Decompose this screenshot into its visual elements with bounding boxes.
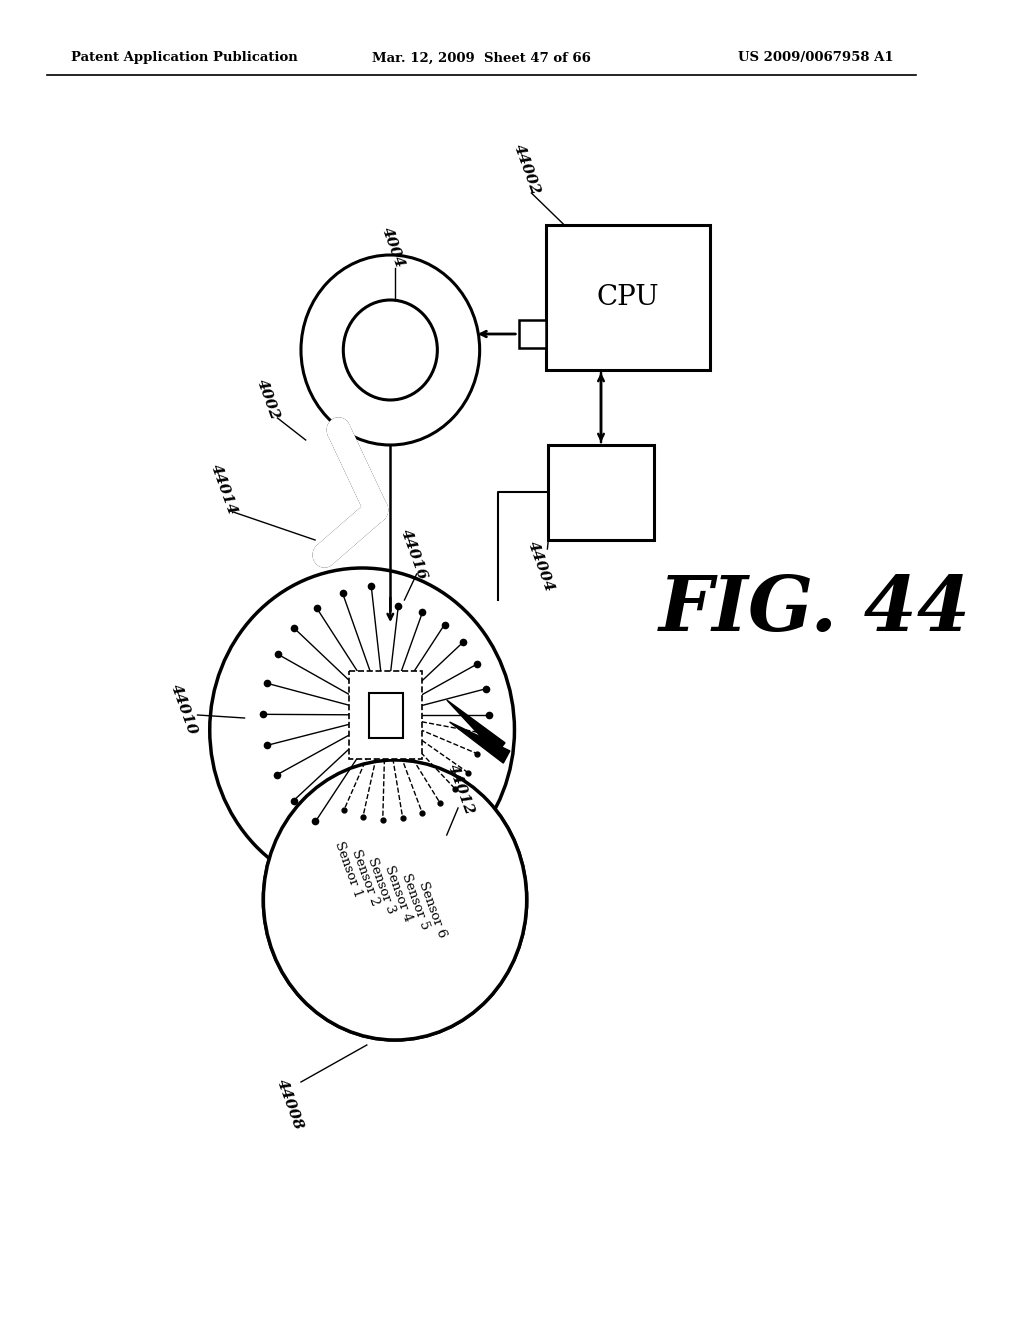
- Circle shape: [316, 546, 333, 564]
- Bar: [548, 445, 653, 540]
- Circle shape: [368, 502, 385, 519]
- Text: 44004: 44004: [525, 540, 556, 594]
- Circle shape: [365, 498, 387, 521]
- Text: Sensor 1: Sensor 1: [332, 840, 365, 900]
- Text: 4004: 4004: [379, 226, 407, 271]
- Polygon shape: [317, 500, 383, 564]
- Text: 4002: 4002: [254, 378, 282, 422]
- Circle shape: [313, 543, 336, 568]
- Circle shape: [263, 760, 526, 1040]
- Text: CPU: CPU: [597, 284, 659, 312]
- Circle shape: [263, 760, 526, 1040]
- Circle shape: [330, 421, 347, 440]
- Circle shape: [313, 543, 336, 568]
- Text: 44008: 44008: [274, 1077, 305, 1133]
- Polygon shape: [317, 500, 383, 564]
- Polygon shape: [331, 426, 384, 513]
- Circle shape: [365, 498, 387, 521]
- Text: 44014: 44014: [208, 462, 240, 517]
- Circle shape: [301, 255, 479, 445]
- Polygon shape: [329, 425, 386, 515]
- Text: US 2009/0067958 A1: US 2009/0067958 A1: [738, 51, 894, 65]
- Text: Sensor 3: Sensor 3: [366, 855, 398, 916]
- Bar: [546, 224, 710, 370]
- Text: 44010: 44010: [168, 682, 199, 738]
- Text: Sensor 2: Sensor 2: [349, 847, 381, 908]
- Bar: [349, 671, 422, 759]
- Text: 44016: 44016: [398, 528, 429, 582]
- Text: Mar. 12, 2009  Sheet 47 of 66: Mar. 12, 2009 Sheet 47 of 66: [372, 51, 591, 65]
- Polygon shape: [319, 503, 382, 562]
- Circle shape: [343, 300, 437, 400]
- Text: 44002: 44002: [511, 143, 543, 198]
- Polygon shape: [446, 700, 505, 754]
- Bar: [519, 319, 546, 348]
- Circle shape: [210, 568, 514, 892]
- Text: Sensor 4: Sensor 4: [383, 865, 415, 924]
- Polygon shape: [450, 722, 510, 763]
- Text: 44012: 44012: [445, 763, 476, 817]
- Circle shape: [328, 418, 350, 442]
- Circle shape: [368, 502, 385, 519]
- Text: Sensor 5: Sensor 5: [399, 873, 432, 932]
- Bar: [369, 693, 402, 738]
- Circle shape: [328, 418, 350, 442]
- Circle shape: [365, 498, 387, 521]
- Circle shape: [365, 498, 387, 521]
- Text: FIG. 44: FIG. 44: [658, 573, 971, 647]
- Text: Sensor 6: Sensor 6: [417, 880, 449, 940]
- Text: Patent Application Publication: Patent Application Publication: [71, 51, 297, 65]
- Polygon shape: [329, 425, 386, 515]
